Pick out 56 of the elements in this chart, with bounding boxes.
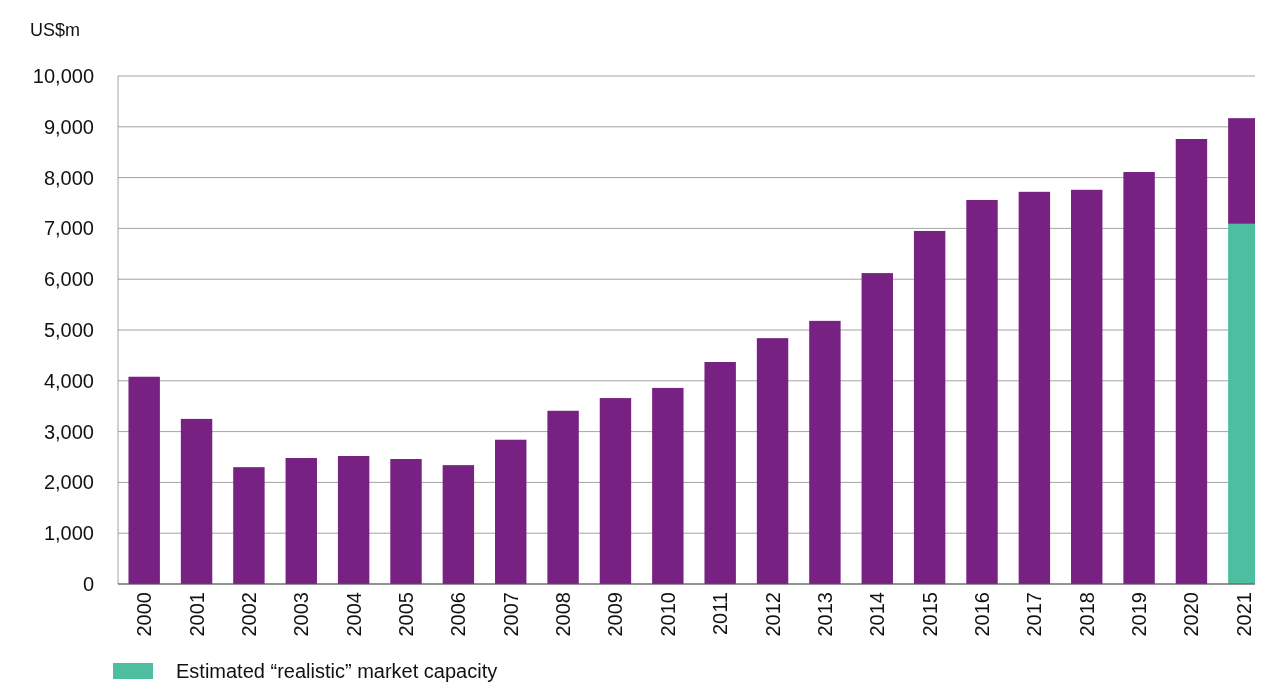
x-tick-label: 2009 xyxy=(604,592,627,637)
legend-label: Estimated “realistic” market capacity xyxy=(176,660,498,682)
x-tick-label: 2006 xyxy=(447,592,470,637)
y-tick-label: 1,000 xyxy=(43,522,94,545)
y-tick-label: 0 xyxy=(82,573,94,595)
x-tick-label: 2011 xyxy=(709,592,732,636)
bar xyxy=(233,467,265,584)
bar xyxy=(1123,172,1155,584)
y-tick-label: 9,000 xyxy=(43,115,94,138)
bar xyxy=(1175,138,1208,584)
bar xyxy=(442,465,475,584)
x-tick-label: 2010 xyxy=(656,592,679,637)
x-tick-label: 2014 xyxy=(866,592,889,637)
x-tick-label: 2002 xyxy=(237,592,260,637)
bar xyxy=(599,398,632,584)
bar xyxy=(1018,191,1051,584)
x-tick-label: 2005 xyxy=(395,592,417,637)
x-tick-label: 2020 xyxy=(1180,592,1203,637)
y-tick-label: 4,000 xyxy=(43,369,94,392)
bar xyxy=(861,273,893,584)
x-tick-label: 2021 xyxy=(1232,592,1255,637)
x-tick-label: 2007 xyxy=(499,592,522,637)
y-tick-label: 5,000 xyxy=(43,319,94,341)
bar xyxy=(913,230,946,584)
y-tick-label: 2,000 xyxy=(43,471,94,494)
bar xyxy=(285,458,317,584)
bar xyxy=(756,338,789,584)
y-tick-label: 7,000 xyxy=(43,217,94,240)
bar xyxy=(652,387,684,584)
x-tick-label: 2000 xyxy=(133,592,156,637)
x-tick-label: 2008 xyxy=(552,592,575,637)
bar xyxy=(547,410,579,584)
y-axis-title: US$m xyxy=(30,20,81,40)
x-tick-label: 2017 xyxy=(1023,592,1046,637)
bar xyxy=(704,362,736,584)
bar xyxy=(809,320,841,584)
bar xyxy=(1071,189,1103,584)
x-tick-label: 2015 xyxy=(918,592,941,637)
x-tick-label: 2012 xyxy=(761,592,784,637)
bar xyxy=(966,199,998,584)
x-tick-label: 2016 xyxy=(971,592,993,637)
x-tick-label: 2013 xyxy=(813,592,836,637)
y-tick-label: 6,000 xyxy=(43,268,94,291)
x-tick-label: 2018 xyxy=(1075,592,1098,637)
y-tick-label: 8,000 xyxy=(43,166,94,189)
x-tick-label: 2001 xyxy=(185,592,208,637)
bar xyxy=(180,418,213,584)
x-tick-label: 2004 xyxy=(342,592,365,637)
y-tick-label: 10,000 xyxy=(32,65,94,87)
y-tick-label: 3,000 xyxy=(43,420,94,443)
bar xyxy=(128,376,160,584)
bar xyxy=(390,459,422,584)
bar xyxy=(495,439,527,584)
bar xyxy=(337,455,370,584)
x-tick-label: 2019 xyxy=(1128,592,1151,637)
x-tick-label: 2003 xyxy=(290,592,313,637)
